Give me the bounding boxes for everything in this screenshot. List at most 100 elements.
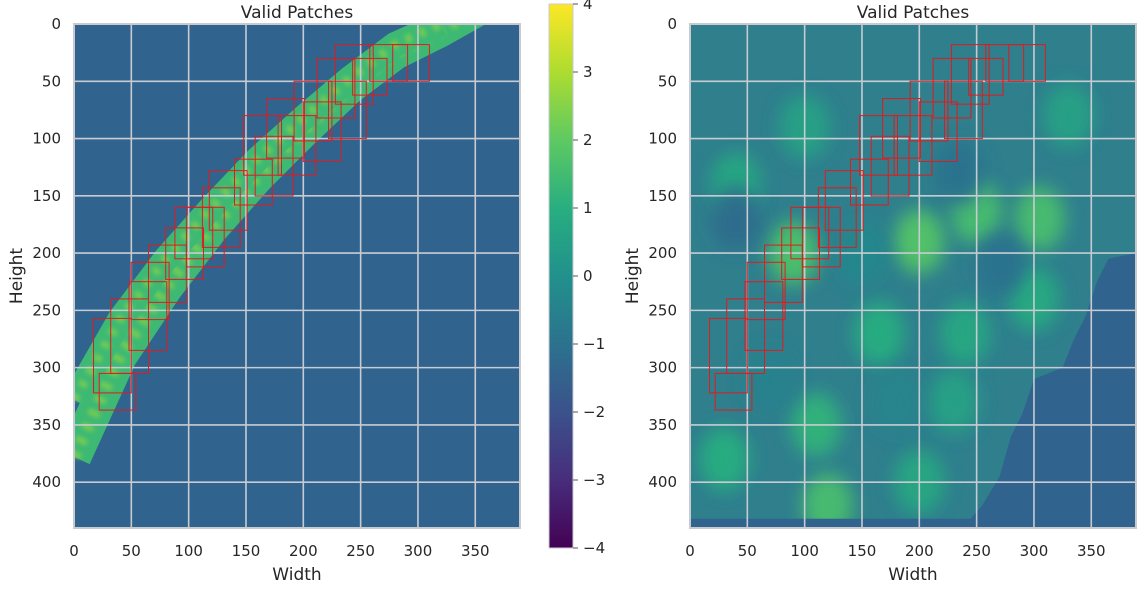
right-x-axis-label: Width — [888, 565, 937, 585]
left-patch-2 — [110, 298, 149, 374]
right-patch-6 — [781, 227, 821, 280]
right-patch-2 — [726, 298, 766, 374]
left-patch-8 — [185, 206, 225, 268]
left-patch-9 — [201, 187, 241, 248]
right-blob-16 — [934, 140, 985, 205]
left-ytick-label-1: 50 — [42, 72, 61, 90]
left-xtick-label-1: 50 — [122, 542, 141, 560]
right-patch-9 — [817, 187, 857, 248]
colorbar-gradient — [549, 4, 573, 548]
right-xtick-label-0: 0 — [685, 542, 695, 560]
right-xtick-label-7: 350 — [1077, 542, 1106, 560]
right-patch-19 — [944, 80, 983, 140]
left-patch-3 — [128, 281, 168, 351]
right-xtick-label-4: 200 — [905, 542, 934, 560]
right-ytick-label-8: 400 — [648, 473, 677, 491]
colorbar-tick-label-2: 2 — [583, 131, 593, 149]
right-ytick-label-6: 300 — [648, 359, 677, 377]
right-patch-18 — [932, 57, 972, 119]
left-ytick-label-8: 400 — [32, 473, 61, 491]
colorbar-tick-label-7: −3 — [583, 471, 605, 489]
left-patch-0 — [93, 317, 132, 394]
right-patch-13 — [870, 135, 910, 197]
right-patch-5 — [764, 244, 803, 303]
right-patch-11 — [850, 158, 889, 206]
right-y-ticks: 0 50 100 150 200 250 300 350 400 — [648, 15, 677, 491]
right-patch-12 — [859, 115, 899, 176]
left-xtick-label-6: 300 — [404, 542, 433, 560]
left-x-axis-label: Width — [272, 565, 321, 585]
left-patch-5 — [148, 244, 187, 303]
right-blob-4 — [802, 473, 853, 528]
right-xtick-label-5: 250 — [962, 542, 991, 560]
left-xtick-label-7: 350 — [461, 542, 490, 560]
right-blob-6 — [854, 301, 905, 366]
right-patch-4 — [746, 261, 786, 321]
right-patch-20 — [950, 44, 990, 105]
right-patches — [709, 44, 1046, 411]
left-ytick-label-4: 200 — [32, 244, 61, 262]
left-gridlines — [74, 24, 520, 528]
left-title: Valid Patches — [241, 3, 354, 23]
colorbar-tick-label-3: 1 — [583, 199, 593, 217]
right-patch-10 — [824, 170, 864, 231]
left-patch-11 — [234, 158, 273, 206]
left-patch-17 — [302, 101, 342, 162]
right-xtick-label-3: 150 — [848, 542, 877, 560]
right-ytick-label-0: 0 — [667, 15, 677, 33]
colorbar-ticks: 4 3 2 1 0 −1 −2 −3 −4 — [573, 0, 605, 557]
left-y-axis-label: Height — [7, 248, 27, 305]
right-panel: Valid Patches 0 50 100 150 200 250 300 350 0 50 1… — [623, 3, 1137, 585]
right-ytick-label-7: 350 — [648, 416, 677, 434]
left-ytick-label-5: 250 — [32, 301, 61, 319]
left-patch-14 — [266, 98, 305, 159]
right-y-axis-label: Height — [623, 248, 643, 305]
left-patches — [93, 44, 430, 411]
right-blob-15 — [710, 186, 762, 251]
right-blob-7 — [699, 427, 750, 492]
left-patch-18 — [316, 57, 356, 119]
left-xtick-label-2: 100 — [174, 542, 203, 560]
right-blob-2 — [1014, 186, 1065, 251]
right-patch-23 — [1008, 44, 1046, 82]
colorbar-tick-label-8: −4 — [583, 539, 605, 557]
left-patch-22 — [369, 44, 409, 82]
left-patch-15 — [277, 115, 317, 176]
left-ytick-label-6: 300 — [32, 359, 61, 377]
right-x-ticks: 0 50 100 150 200 250 300 350 — [685, 542, 1105, 560]
left-x-ticks: 0 50 100 150 200 250 300 350 — [69, 542, 489, 560]
right-ytick-label-3: 150 — [648, 187, 677, 205]
right-blob-14 — [928, 369, 979, 435]
right-xtick-label-6: 300 — [1020, 542, 1049, 560]
left-patch-10 — [208, 170, 248, 231]
right-patch-16 — [909, 80, 949, 142]
right-ytick-label-1: 50 — [658, 72, 677, 90]
right-blob-9 — [940, 301, 991, 366]
colorbar-tick-label-4: 0 — [583, 267, 593, 285]
left-axes-frame — [73, 23, 521, 529]
colorbar-tick-label-0: 4 — [583, 0, 593, 13]
left-panel: Valid Patches 0 50 100 150 200 250 300 350 0 50 1… — [7, 3, 521, 585]
left-patch-13 — [254, 135, 294, 197]
right-blob-20 — [871, 369, 922, 435]
left-xtick-label-0: 0 — [69, 542, 79, 560]
right-blob-19 — [745, 347, 796, 412]
right-xtick-label-1: 50 — [738, 542, 757, 560]
right-patch-8 — [801, 206, 841, 268]
right-blob-17 — [974, 232, 1025, 297]
left-patch-19 — [328, 80, 367, 140]
left-xtick-label-4: 200 — [289, 542, 318, 560]
left-patch-4 — [130, 261, 170, 321]
right-patch-3 — [744, 281, 784, 351]
colorbar-tick-label-5: −1 — [583, 335, 605, 353]
right-ytick-label-4: 200 — [648, 244, 677, 262]
right-patch-15 — [893, 115, 933, 176]
right-patch-22 — [985, 44, 1025, 82]
right-invalid-region — [690, 253, 1136, 528]
right-patch-17 — [918, 101, 958, 162]
right-patch-0 — [709, 317, 748, 394]
right-blob-10 — [1043, 83, 1094, 148]
right-ytick-label-5: 250 — [648, 301, 677, 319]
colorbar: 4 3 2 1 0 −1 −2 −3 −4 — [548, 0, 605, 557]
right-xtick-label-2: 100 — [790, 542, 819, 560]
